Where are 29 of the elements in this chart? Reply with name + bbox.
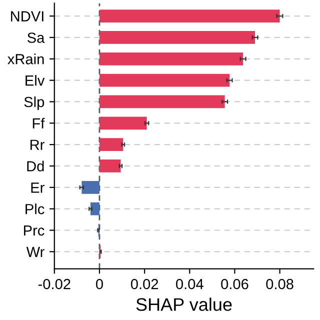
x-tick-label: 0.02 [130, 278, 158, 290]
x-tick-label: 0 [96, 278, 103, 290]
bar [82, 180, 100, 194]
y-tick-label: Ff [32, 118, 45, 128]
y-tick-label: Rr [30, 140, 44, 150]
bar [99, 138, 124, 151]
y-tick-label: Prc [24, 225, 44, 236]
y-tick-label: Er [31, 182, 44, 193]
y-tick-label: Sa [28, 32, 45, 43]
bar [90, 202, 100, 216]
y-tick-label: xRain [8, 54, 44, 64]
y-tick-label: Elv [26, 75, 45, 86]
y-tick-label: NDVI [11, 11, 44, 22]
x-tick-label: 0.06 [221, 278, 248, 290]
x-tick-label: 0.04 [176, 278, 204, 290]
x-tick-label: 0.08 [266, 278, 294, 290]
bar [99, 95, 225, 108]
bar [99, 10, 280, 22]
y-tick-label: Plc [26, 204, 44, 214]
bar [99, 160, 121, 172]
bar [99, 52, 244, 66]
y-tick-label: Slp [24, 96, 44, 110]
bar [99, 74, 230, 87]
x-tick-label: -0.02 [38, 278, 70, 290]
x-axis-title: SHAP value [136, 298, 232, 311]
bar [99, 116, 147, 130]
y-tick-label: Dd [27, 160, 44, 172]
bar [99, 31, 255, 44]
y-tick-label: Wr [26, 246, 44, 257]
